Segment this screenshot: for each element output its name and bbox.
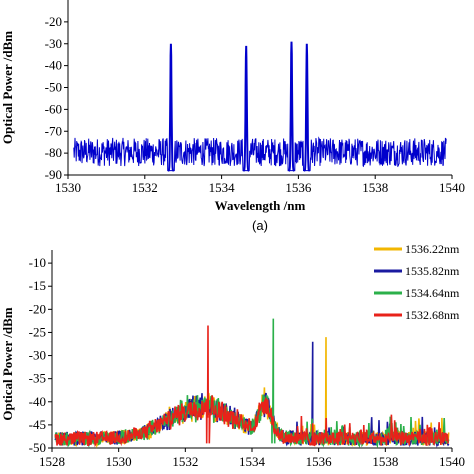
chart-a-x-tick-label: 1532 — [132, 180, 158, 195]
chart-a-x-tick-label: 1540 — [439, 180, 465, 195]
chart-a-y-tick-label: -30 — [45, 36, 62, 51]
chart-b-y-tick-label: -20 — [29, 301, 46, 316]
chart-b-legend-label: 1532.68nm — [405, 308, 460, 322]
chart-a-y-axis-label: Optical Power /dBm — [0, 31, 15, 144]
chart-a-y-tick-label: -60 — [45, 101, 62, 116]
chart-a-series — [73, 41, 447, 172]
chart-a-peak — [303, 43, 310, 172]
chart-b-series — [54, 318, 450, 449]
chart-b-y-tick-label: -30 — [29, 348, 46, 363]
chart-a-y-tick-label: -90 — [45, 167, 62, 182]
chart-b-y-tick-label: -10 — [29, 255, 46, 270]
chart-a-y-tick-label: -50 — [45, 80, 62, 95]
chart-b-y-tick-label: -15 — [29, 278, 46, 293]
chart-b-legend-label: 1534.64nm — [405, 286, 460, 300]
chart-a-peak — [288, 41, 295, 172]
chart-a-peak — [243, 45, 250, 172]
chart-a-x-axis-label: Wavelength /nm — [215, 198, 306, 213]
chart-b-x-tick-label: 1530 — [106, 454, 132, 469]
chart-b-series-line — [54, 318, 450, 449]
chart-a-x-tick-label: 1530 — [55, 180, 81, 195]
chart-b-legend-label: 1535.82nm — [405, 264, 460, 278]
chart-b-x-tick-label: 1540 — [439, 454, 465, 469]
chart-a-x-tick-label: 1536 — [285, 180, 312, 195]
chart-b-y-tick-label: -25 — [29, 324, 46, 339]
chart-a-y-tick-label: -20 — [45, 14, 62, 29]
chart-a-x-tick-label: 1534 — [209, 180, 236, 195]
chart-a-panel-label: (a) — [252, 218, 268, 233]
chart-a-y-tick-label: -80 — [45, 145, 62, 160]
chart-b-series-line — [54, 325, 449, 448]
chart-b-y-tick-label: -50 — [29, 440, 46, 455]
chart-a-x-tick-label: 1538 — [362, 180, 388, 195]
chart-b-x-tick-label: 1532 — [172, 454, 198, 469]
chart-a-y-tick-label: -70 — [45, 123, 62, 138]
chart-a-noise-line — [73, 136, 447, 172]
chart-b-x-tick-label: 1528 — [39, 454, 65, 469]
chart-b-y-axis-label: Optical Power /dBm — [0, 307, 15, 420]
chart-b-y-tick-label: -35 — [29, 371, 46, 386]
chart-b-legend-label: 1536.22nm — [405, 242, 460, 256]
chart-b-legend: 1536.22nm 1535.82nm 1534.64nm 1532.68nm — [374, 242, 460, 322]
chart-b-x-tick-label: 1538 — [372, 454, 398, 469]
chart-b-x-tick-label: 1536 — [306, 454, 333, 469]
chart-a-peak — [167, 43, 175, 172]
chart-b-x-tick-label: 1534 — [239, 454, 266, 469]
chart-b-y-tick-label: -45 — [29, 417, 46, 432]
chart-b-y-tick-label: -40 — [29, 394, 46, 409]
chart-a-y-tick-label: -40 — [45, 58, 62, 73]
